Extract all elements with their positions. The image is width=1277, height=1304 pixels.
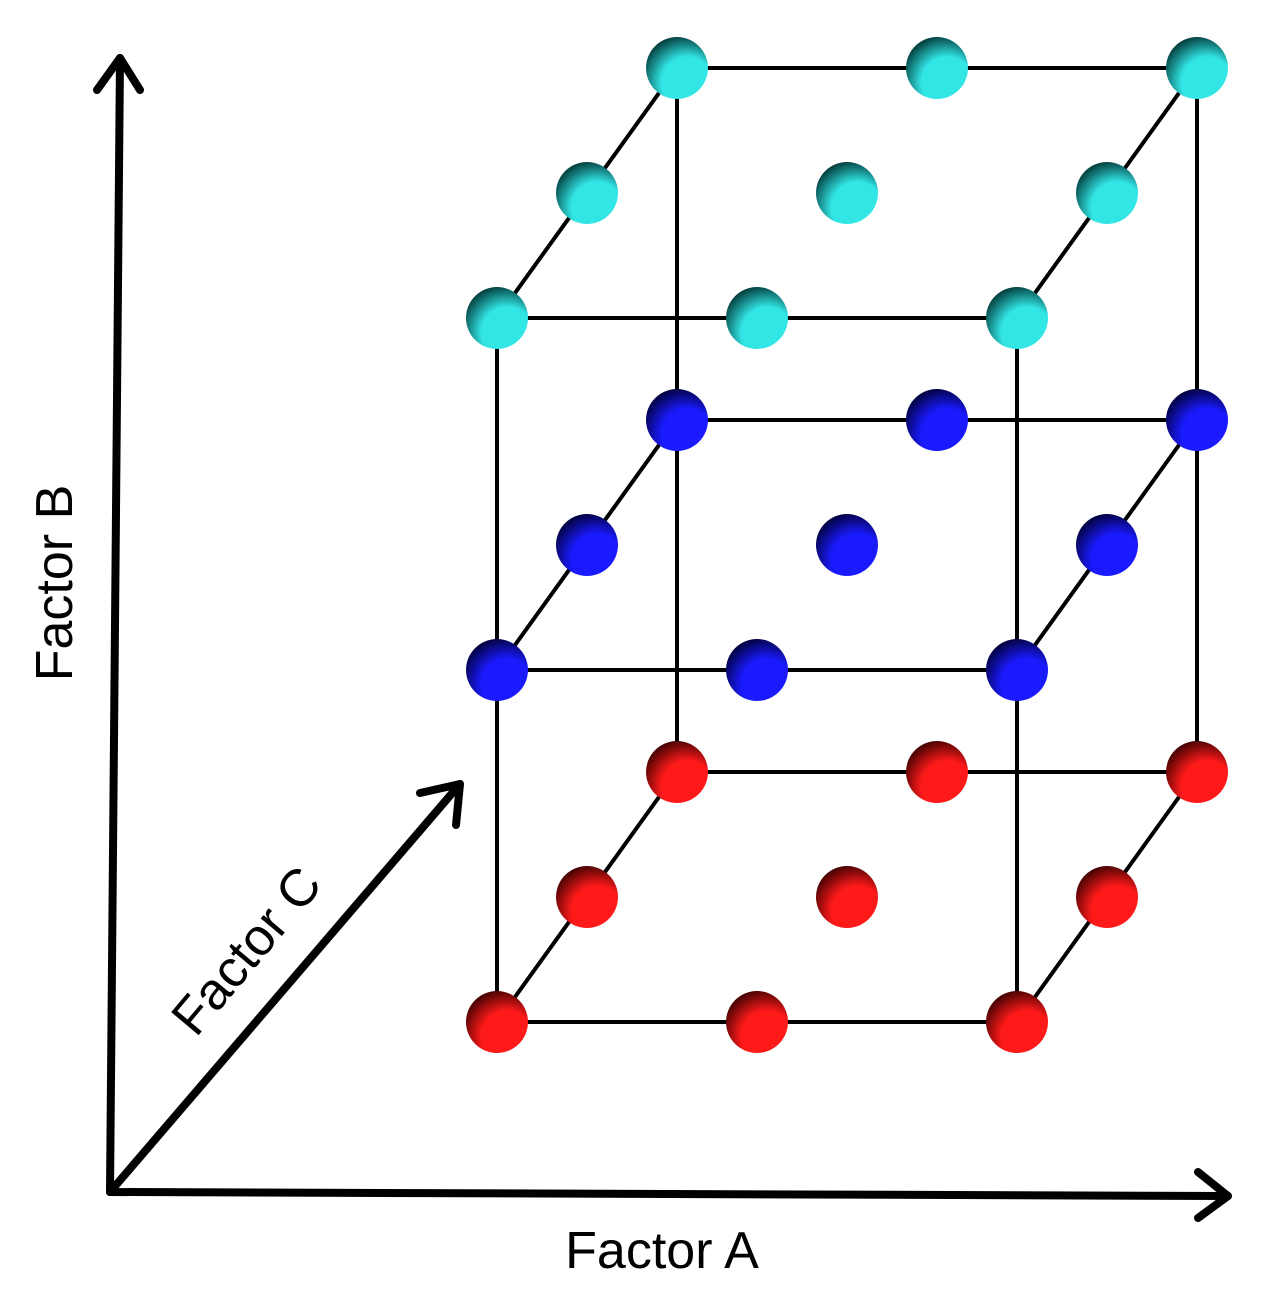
design-point-a2-b0-c2 <box>1166 741 1228 803</box>
design-point-a1-b1-c0 <box>726 639 788 701</box>
factor-a-label: Factor A <box>565 1222 759 1280</box>
design-point-a2-b2-c1 <box>1076 162 1138 224</box>
design-point-a0-b1-c2 <box>646 389 708 451</box>
factor-c-axis <box>106 780 464 1196</box>
design-point-a1-b2-c2 <box>906 37 968 99</box>
design-point-a2-b1-c2 <box>1166 389 1228 451</box>
factor-c-label: Factor C <box>161 856 334 1046</box>
factor-b-arrowhead <box>93 54 144 94</box>
design-point-a2-b1-c1 <box>1076 514 1138 576</box>
factor-a-arrowhead <box>1194 1168 1232 1222</box>
design-point-a2-b1-c0 <box>986 639 1048 701</box>
design-point-a0-b0-c1 <box>556 866 618 928</box>
design-point-a0-b0-c0 <box>466 991 528 1053</box>
axes <box>93 54 1232 1222</box>
design-point-a0-b1-c0 <box>466 639 528 701</box>
factor-b-label: Factor B <box>26 485 84 682</box>
design-point-a0-b2-c1 <box>556 162 618 224</box>
design-point-a0-b2-c2 <box>646 37 708 99</box>
design-point-a0-b2-c0 <box>466 287 528 349</box>
design-point-a1-b0-c2 <box>906 741 968 803</box>
design-point-a1-b0-c0 <box>726 991 788 1053</box>
design-point-a0-b0-c2 <box>646 741 708 803</box>
design-point-a1-b1-c1 <box>816 514 878 576</box>
factor-c-arrowhead <box>416 780 464 829</box>
factor-b-axis <box>106 54 124 1196</box>
design-point-a2-b0-c1 <box>1076 866 1138 928</box>
design-points <box>466 37 1228 1053</box>
factor-a-axis <box>106 1188 1232 1200</box>
design-point-a1-b1-c2 <box>906 389 968 451</box>
design-point-a2-b0-c0 <box>986 991 1048 1053</box>
design-point-a1-b2-c1 <box>816 162 878 224</box>
design-point-a0-b1-c1 <box>556 514 618 576</box>
design-point-a2-b2-c2 <box>1166 37 1228 99</box>
design-point-a1-b0-c1 <box>816 866 878 928</box>
design-point-a2-b2-c0 <box>986 287 1048 349</box>
design-point-a1-b2-c0 <box>726 287 788 349</box>
